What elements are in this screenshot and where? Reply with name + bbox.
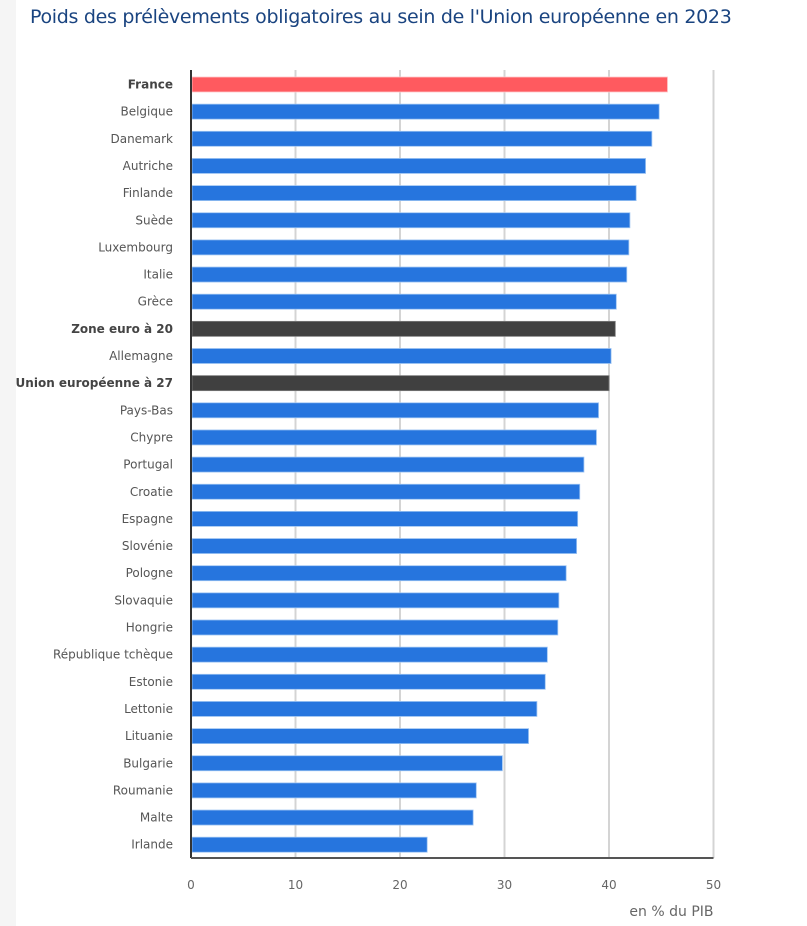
category-label: Zone euro à 20 (71, 322, 173, 336)
category-label: Roumanie (113, 783, 173, 797)
category-label: Croatie (130, 485, 173, 499)
category-label: Belgique (120, 105, 173, 119)
category-label: Slovénie (122, 539, 173, 553)
bar-slovenie (191, 538, 578, 554)
x-axis-title: en % du PIB (629, 904, 713, 920)
category-label: Pologne (126, 566, 173, 580)
bar-slovaquie (191, 592, 560, 609)
category-label: Espagne (122, 512, 173, 526)
bar-pologne (191, 565, 567, 582)
category-label: Grèce (138, 295, 173, 309)
bar-allemagne (191, 348, 612, 364)
bar-autriche (191, 158, 646, 174)
category-label: Luxembourg (98, 240, 173, 254)
bar-irlande (191, 836, 428, 853)
category-label: Allemagne (109, 349, 173, 363)
bar-france (191, 76, 668, 93)
bar-grece (191, 293, 617, 310)
bar-belgique (191, 103, 660, 120)
category-label: Lettonie (124, 702, 173, 716)
bar-union-europeenne-a-27 (191, 375, 610, 392)
x-tick-label: 40 (601, 878, 616, 892)
bars (191, 76, 668, 853)
bar-portugal (191, 456, 585, 473)
bar-finlande (191, 185, 637, 202)
bar-espagne (191, 510, 579, 527)
category-label: Estonie (129, 675, 173, 689)
category-label: Irlande (131, 838, 173, 852)
category-label: Malte (140, 811, 173, 825)
category-labels: France Belgique Danemark Autriche Finlande Su… (16, 78, 173, 852)
category-label: Slovaquie (114, 593, 173, 607)
x-tick-label: 10 (288, 878, 303, 892)
bar-danemark (191, 130, 653, 147)
category-label: Hongrie (126, 621, 173, 635)
bar-republique-tcheque (191, 646, 548, 663)
chart-title: Poids des prélèvements obligatoires au s… (30, 6, 732, 28)
bar-zone-euro-a-20 (191, 320, 616, 337)
bar-croatie (191, 483, 581, 500)
x-tick-label: 50 (706, 878, 721, 892)
bar-luxembourg (191, 239, 630, 256)
category-label: Portugal (123, 458, 173, 472)
category-label: Lituanie (125, 729, 173, 743)
category-label: Union européenne à 27 (16, 376, 173, 390)
x-tick-labels: 0 10 20 30 40 50 (187, 878, 721, 892)
bar-lituanie (191, 728, 529, 744)
category-label: Bulgarie (123, 756, 173, 770)
bar-estonie (191, 673, 546, 690)
category-label: Italie (143, 268, 173, 282)
category-label: Danemark (110, 132, 173, 146)
category-label: Suède (135, 213, 173, 227)
category-label: Pays-Bas (120, 403, 173, 417)
category-label: Autriche (123, 159, 173, 173)
bar-italie (191, 266, 628, 283)
x-tick-label: 30 (497, 878, 512, 892)
bar-hongrie (191, 619, 559, 636)
bar-roumanie (191, 782, 477, 799)
category-label: République tchèque (53, 648, 173, 662)
bar-pays-bas (191, 402, 599, 419)
x-tick-label: 20 (392, 878, 407, 892)
category-label: Chypre (130, 430, 173, 444)
bar-chypre (191, 429, 597, 446)
category-label: France (128, 78, 173, 92)
bar-suede (191, 212, 631, 229)
bar-lettonie (191, 701, 538, 717)
category-label: Finlande (123, 186, 173, 200)
bar-malte (191, 809, 474, 826)
x-tick-label: 0 (187, 878, 195, 892)
bar-bulgarie (191, 755, 503, 772)
